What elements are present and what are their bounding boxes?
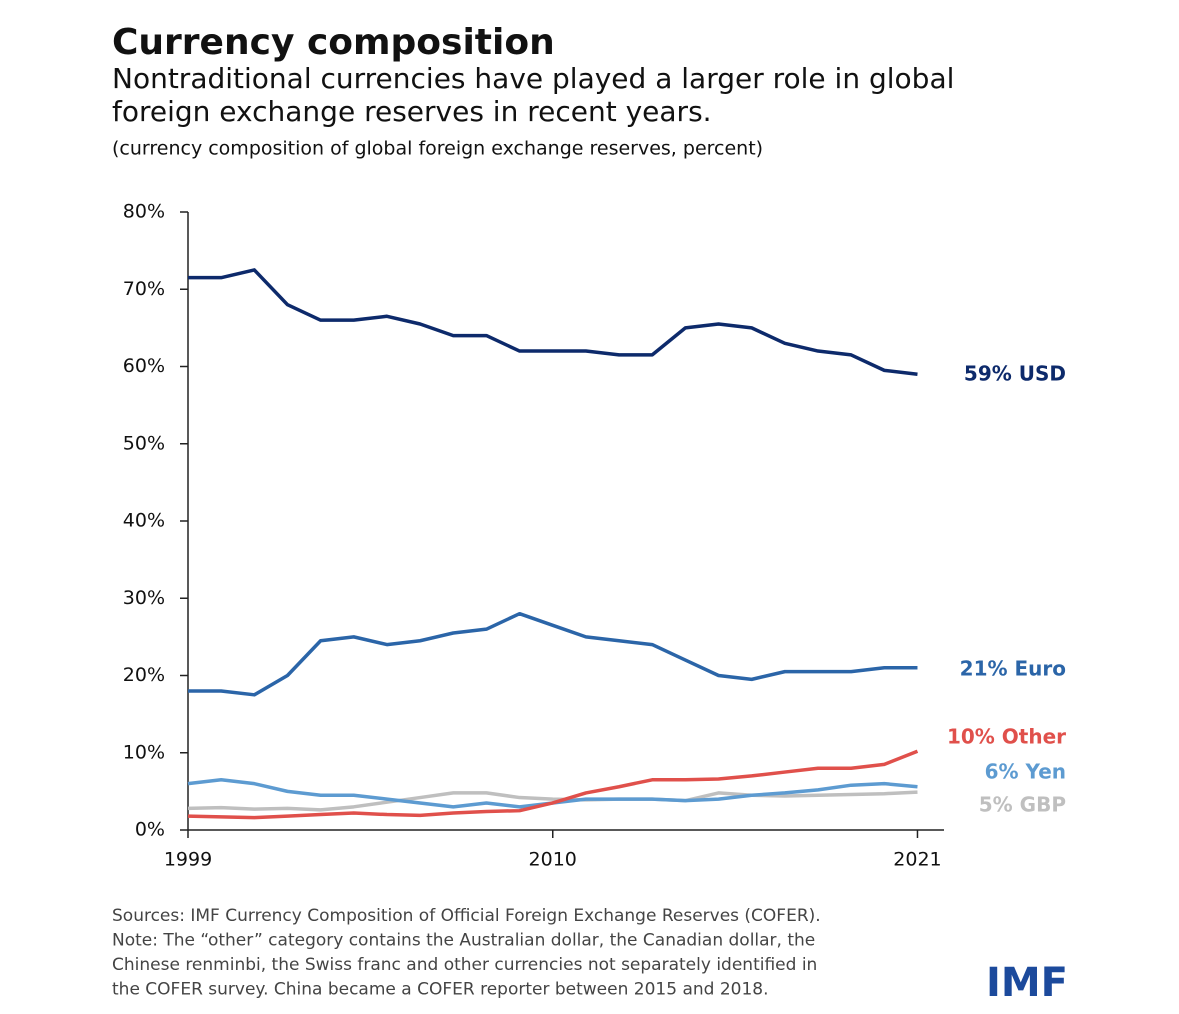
series-label: 21% Euro [960,657,1066,681]
series-line [188,611,918,697]
y-tick-label: 30% [123,587,165,609]
unit-note: (currency composition of global foreign … [112,138,763,160]
y-tick-label: 20% [123,664,165,686]
chart-subtitle: Nontraditional currencies have played a … [112,62,954,95]
series-label: 59% USD [964,362,1066,386]
y-tick-label: 60% [123,355,165,377]
footnote: Note: The “other” category contains the … [112,931,815,951]
series-line [188,268,918,376]
series-label: 10% Other [947,725,1066,749]
y-tick-label: 40% [123,510,165,532]
footnote: Sources: IMF Currency Composition of Off… [112,906,821,926]
footnote: the COFER survey. China became a COFER r… [112,980,769,1000]
y-tick-label: 80% [123,201,165,223]
y-tick-label: 70% [123,278,165,300]
logo: IMF [986,960,1068,1006]
x-tick-label: 2021 [893,849,941,871]
y-tick-label: 50% [123,432,165,454]
series-label: 5% GBP [979,793,1066,817]
y-tick-label: 0% [135,819,165,841]
series-line [187,749,919,820]
chart-subtitle: foreign exchange reserves in recent year… [112,95,712,128]
x-tick-label: 1999 [164,849,212,871]
x-tick-label: 2010 [529,849,577,871]
chart-title: Currency composition [112,22,555,63]
series-line [187,790,918,812]
y-tick-label: 10% [123,741,165,763]
series-label: 6% Yen [985,760,1066,784]
footnote: Chinese renminbi, the Swiss franc and ot… [112,955,817,975]
